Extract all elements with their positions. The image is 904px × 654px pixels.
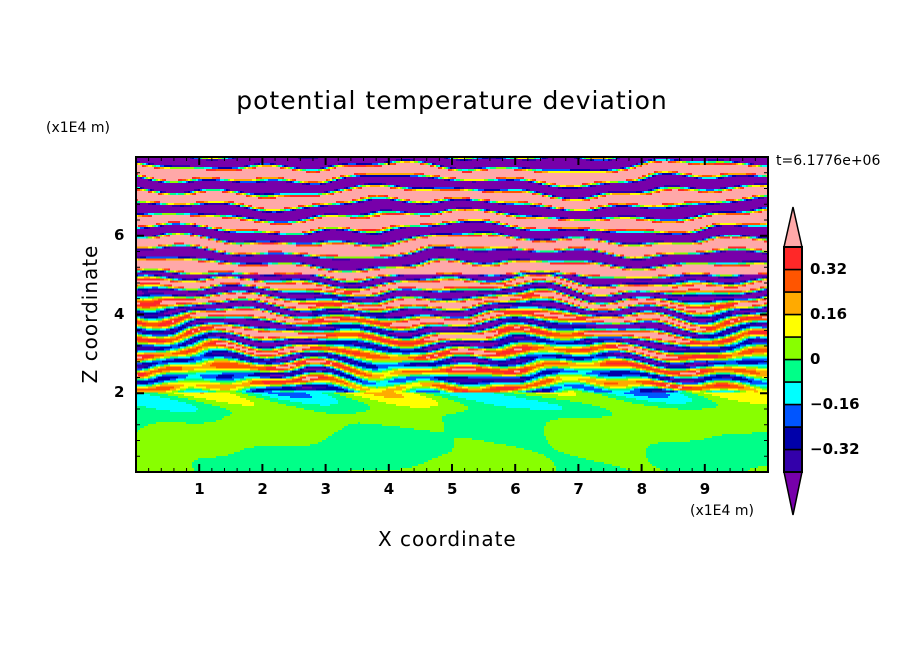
x-tick-label: 8 (636, 480, 648, 498)
x-tick-label: 5 (447, 480, 458, 498)
y-tick-label: 2 (114, 383, 125, 402)
colorbar-label: 0 (810, 349, 821, 368)
colorbar-over-triangle (783, 206, 803, 248)
colorbar-swatch (783, 358, 803, 383)
colorbar-swatch (783, 448, 803, 473)
z-axis-unit: (x1E4 m) (46, 120, 110, 136)
colorbar-swatch (783, 336, 803, 361)
plot-frame (135, 156, 769, 473)
colorbar-label: −0.32 (810, 439, 860, 458)
x-tick-label: 3 (320, 480, 332, 498)
colorbar-swatch (783, 268, 803, 293)
x-axis-label: X coordinate (378, 527, 517, 551)
x-tick-label: 4 (383, 480, 395, 498)
x-tick-label: 1 (194, 480, 205, 498)
x-tick-label: 9 (699, 480, 711, 498)
chart-title: potential temperature deviation (236, 86, 668, 115)
y-tick-label: 4 (114, 304, 125, 323)
colorbar-swatch (783, 313, 803, 338)
contour-field (136, 157, 768, 472)
colorbar-frame (783, 246, 803, 473)
colorbar-label: −0.16 (810, 394, 860, 413)
colorbar-label: 0.16 (810, 304, 848, 323)
colorbar-swatch (783, 426, 803, 451)
colorbar-swatch (783, 246, 803, 271)
colorbar-label: 0.32 (810, 259, 848, 278)
y-tick-label: 6 (114, 225, 125, 244)
colorbar-swatch (783, 403, 803, 428)
x-tick-label: 6 (510, 480, 521, 498)
colorbar-under-triangle (783, 471, 803, 516)
colorbar-swatch (783, 381, 803, 406)
colorbar-swatch (783, 291, 803, 316)
x-axis-unit: (x1E4 m) (690, 503, 754, 519)
x-tick-label: 2 (257, 480, 268, 498)
x-tick-label: 7 (573, 480, 584, 498)
time-label: t=6.1776e+06 (776, 153, 881, 169)
